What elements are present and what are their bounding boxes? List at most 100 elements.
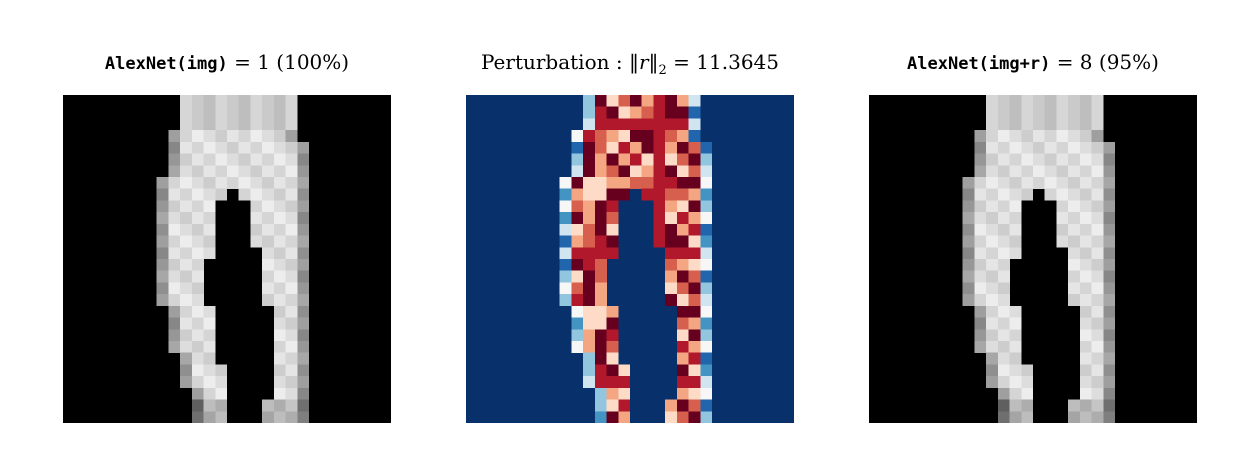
original-pixel [168,212,181,225]
perturbation-pixel [665,118,678,131]
original-pixel [262,130,275,143]
perturbation-pixel [676,259,689,271]
adversarial-pixel [1068,177,1081,189]
original-pixel [203,341,216,353]
original-pixel [180,141,193,154]
adversarial-pixel [1033,95,1045,107]
original-pixel [285,223,298,236]
adversarial-pixel [1009,247,1022,260]
original-pixel [273,411,286,423]
original-pixel [250,106,263,119]
perturbation-pixel [688,188,701,201]
adversarial-pixel [974,177,987,189]
perturbation-pixel [676,212,689,225]
original-pixel [250,177,263,189]
adversarial-pixel [1079,141,1092,154]
adversarial-pixel [986,95,999,107]
adversarial-pixel [1068,411,1081,423]
perturbation-pixel [688,212,701,225]
adversarial-pixel [986,259,999,271]
original-pixel [191,235,204,248]
original-pixel [297,200,310,213]
adversarial-pixel [1079,259,1092,271]
original-pixel [180,223,193,236]
original-pixel [180,270,193,283]
perturbation-image [466,95,794,423]
perturbation-pixel [630,118,642,131]
perturbation-pixel [559,294,572,307]
adversarial-pixel [997,270,1010,283]
adversarial-pixel [974,200,987,213]
perturbation-pixel [594,188,607,201]
original-pixel [203,399,216,412]
perturbation-pixel [583,282,596,295]
original-pixel [262,270,275,283]
original-pixel [203,235,216,248]
original-pixel [262,235,275,248]
perturbation-pixel [606,153,619,166]
adversarial-pixel [962,235,975,248]
perturbation-pixel [583,270,596,283]
adversarial-pixel [974,317,987,330]
perturbation-pixel [688,317,701,330]
perturbation-pixel [583,247,596,260]
perturbation-pixel [583,305,596,318]
adversarial-pixel [962,188,975,201]
adversarial-pixel [1009,165,1022,178]
adversarial-pixel [1103,305,1116,318]
adversarial-pixel [1091,352,1104,365]
adversarial-pixel [1091,247,1104,260]
perturbation-pixel [665,294,678,307]
perturbation-pixel [665,223,678,236]
adversarial-pixel [1068,259,1081,271]
original-pixel [180,329,193,342]
adversarial-pixel [1056,95,1069,107]
adversarial-pixel [1091,376,1104,389]
perturbation-pixel [583,294,596,307]
adversarial-pixel [1009,118,1022,131]
original-pixel [203,177,216,189]
perturbation-pixel [653,106,666,119]
adversarial-pixel [986,141,999,154]
adversarial-pixel [1009,95,1022,107]
original-pixel [191,364,204,377]
adversarial-pixel [1056,106,1069,119]
original-pixel [191,352,204,365]
original-pixel [191,188,204,201]
original-pixel [203,411,216,423]
adversarial-pixel [974,235,987,248]
adversarial-pixel [974,212,987,225]
original-pixel [168,141,181,154]
original-pixel [262,165,275,178]
perturbation-pixel [688,177,701,189]
original-pixel [285,399,298,412]
perturbation-pixel [618,411,631,423]
perturbation-pixel [676,153,689,166]
original-pixel [262,223,275,236]
adversarial-pixel [974,153,987,166]
adversarial-pixel [997,118,1010,131]
perturbation-pixel [676,270,689,283]
adversarial-pixel [997,317,1010,330]
adversarial-pixel [962,223,975,236]
original-pixel [297,376,310,389]
original-pixel [238,95,251,107]
adversarial-pixel [1091,235,1104,248]
perturbation-pixel [583,177,596,189]
original-pixel [180,200,193,213]
perturbation-pixel [583,235,596,248]
perturbation-pixel [641,188,654,201]
original-pixel [180,305,193,318]
adversarial-pixel [1091,341,1104,353]
original-pixel [238,106,251,119]
perturbation-pixel [676,177,689,189]
perturbation-pixel [653,153,666,166]
perturbation-panel: Perturbation : ‖r‖2 = 11.3645 [466,0,794,450]
perturbation-pixel [688,259,701,271]
original-pixel [297,352,310,365]
perturbation-pixel [583,376,596,389]
original-pixel [250,200,263,213]
adversarial-pixel [1103,235,1116,248]
original-pixel [168,200,181,213]
adversarial-pixel [1056,223,1069,236]
